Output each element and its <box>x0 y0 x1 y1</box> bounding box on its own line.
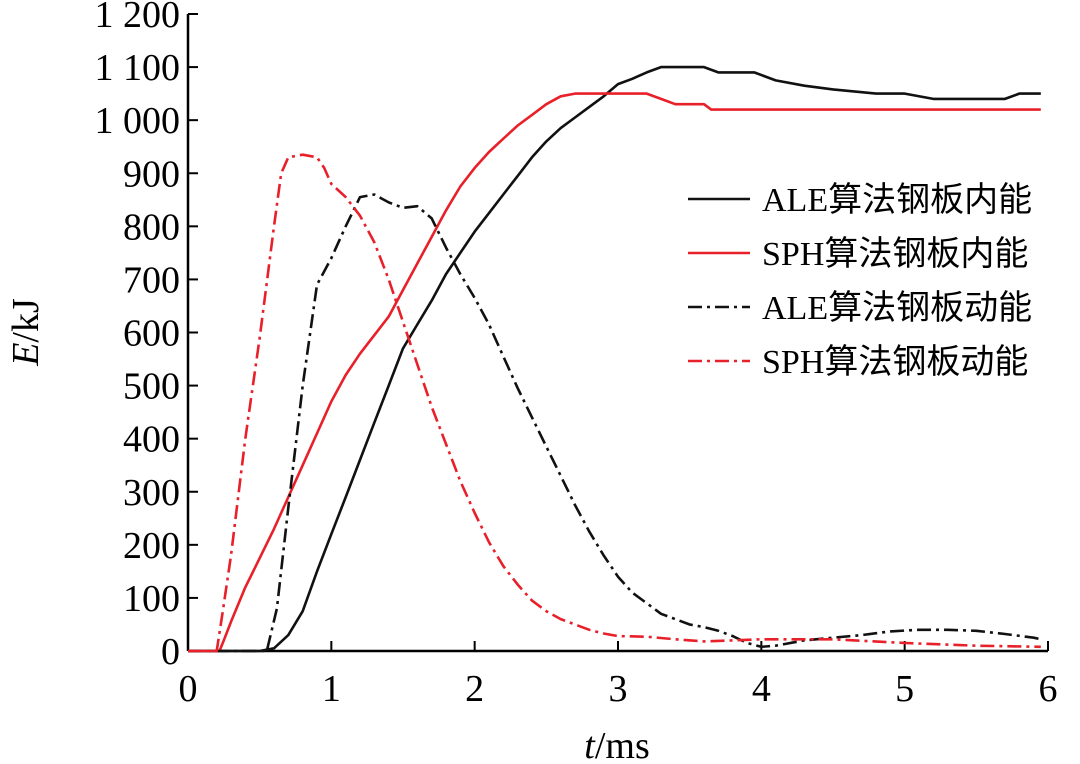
x-axis-title: t/ms <box>584 725 649 764</box>
series-line-1 <box>188 65 1041 653</box>
x-tick-label: 5 <box>895 668 914 710</box>
y-tick-label: 0 <box>161 631 180 673</box>
y-axis-unit: /kJ <box>5 298 47 342</box>
y-tick-label: 400 <box>123 419 180 461</box>
y-tick-label: 800 <box>123 206 180 248</box>
y-tick-label: 1 200 <box>95 0 181 36</box>
x-tick-label: 0 <box>179 668 198 710</box>
series-layer <box>188 65 1042 653</box>
x-tick-label: 1 <box>322 668 341 710</box>
y-tick-label: 200 <box>123 525 180 567</box>
legend-label-1: ALE算法钢板内能 <box>762 181 1032 219</box>
x-axis-var: t <box>584 725 596 764</box>
y-tick-label: 1 000 <box>95 100 181 142</box>
series-line-3 <box>188 193 1042 653</box>
legend-label-4: SPH算法钢板动能 <box>762 343 1028 381</box>
y-tick-label: 300 <box>123 472 180 514</box>
y-tick-label: 100 <box>123 578 180 620</box>
y-tick-label: 1 100 <box>95 47 181 89</box>
y-tick-label: 900 <box>123 153 180 195</box>
y-axis-title: E/kJ <box>5 298 47 367</box>
axes-layer: 0 100 200 300 400 500 600 700 800 900 1 000 1 100 1 … <box>95 0 1058 710</box>
x-tick-label: 3 <box>609 668 628 710</box>
legend-label-3: ALE算法钢板动能 <box>762 289 1032 327</box>
y-tick-label: 600 <box>123 313 180 355</box>
series-line-2 <box>188 92 1041 653</box>
y-axis-var: E <box>5 343 47 367</box>
y-tick-label: 500 <box>123 366 180 408</box>
x-axis-unit: /ms <box>595 725 650 764</box>
y-tick-label: 700 <box>123 259 180 301</box>
x-tick-label: 2 <box>465 668 484 710</box>
series-line-4 <box>188 153 1041 653</box>
legend-layer: ALE算法钢板内能 SPH算法钢板内能 ALE算法钢板动能 SPH算法钢板动能 <box>688 181 1032 381</box>
x-tick-label: 4 <box>752 668 771 710</box>
legend-label-2: SPH算法钢板内能 <box>762 235 1028 273</box>
x-tick-label: 6 <box>1039 668 1058 710</box>
